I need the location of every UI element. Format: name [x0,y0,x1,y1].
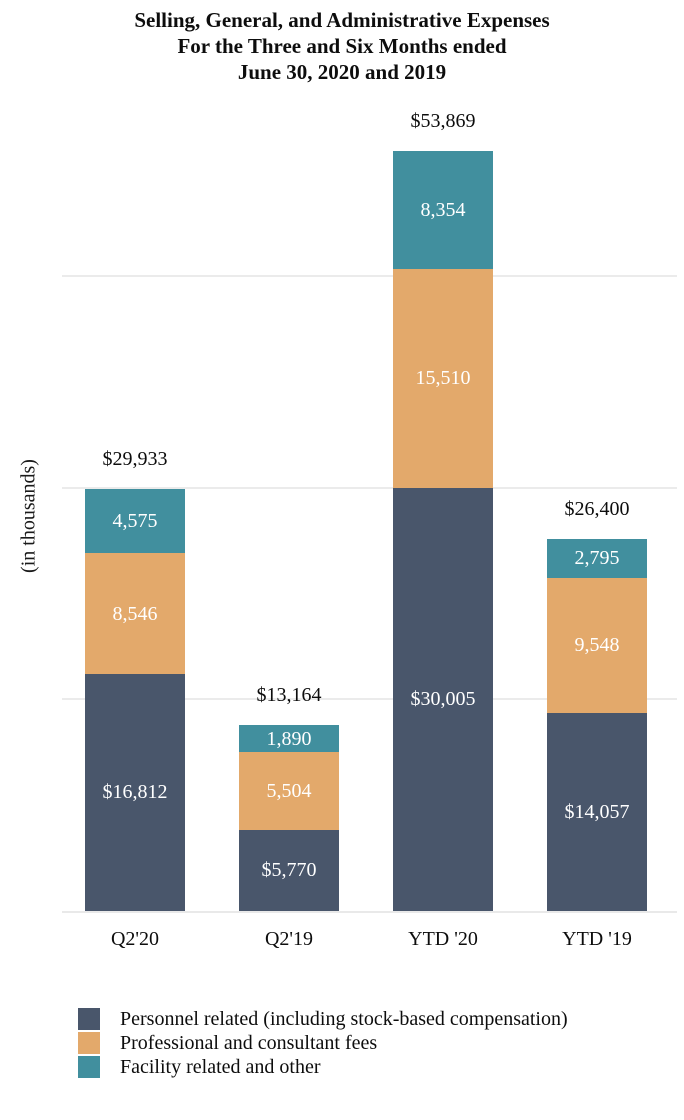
y-axis-label: (in thousands) [17,459,40,573]
q2-20-facility-value-label: 4,575 [112,510,158,533]
x-tick-label-q2-19: Q2'19 [264,928,314,950]
ytd-20-facility-value-label: 8,354 [420,199,466,222]
q2-19-facility-value-label: 1,890 [266,727,312,750]
q2-20-professional-value-label: 8,546 [112,602,158,625]
ytd-20-professional-segment: 15,510 [393,269,493,488]
q2-20-personnel-segment: $16,812 [85,673,185,911]
legend-item-professional: Professional and consultant fees [78,1031,568,1055]
gridline-45000 [62,275,677,278]
q2-20-facility-segment: 4,575 [85,488,185,554]
q2-19-personnel-segment: $5,770 [239,829,339,911]
q2-20-total-label: $29,933 [102,447,168,470]
ytd-19-total-label: $26,400 [564,497,630,520]
legend-swatch-facility [78,1056,100,1078]
legend-swatch-professional [78,1032,100,1054]
q2-20-personnel-value-label: $16,812 [102,781,168,804]
ytd-20-total-label: $53,869 [410,110,476,133]
q2-19-total-label: $13,164 [256,684,322,707]
ytd-20-professional-value-label: 15,510 [415,367,471,390]
q2-19-personnel-value-label: $5,770 [261,859,317,882]
chart-title-line-1: Selling, General, and Administrative Exp… [134,8,550,32]
legend-label-professional: Professional and consultant fees [120,1032,378,1054]
chart-title: Selling, General, and Administrative Exp… [0,7,684,85]
ytd-20-personnel-segment: $30,005 [393,487,493,911]
q2-19-professional-segment: 5,504 [239,752,339,830]
bar-ytd-20: $30,005 15,510 8,354 [393,151,493,911]
legend-item-personnel: Personnel related (including stock-based… [78,1007,568,1031]
ytd-19-professional-value-label: 9,548 [574,634,620,657]
ytd-19-facility-value-label: 2,795 [574,547,620,570]
q2-19-facility-segment: 1,890 [239,725,339,752]
bar-ytd-19: $14,057 9,548 2,795 [547,538,647,911]
ytd-19-facility-segment: 2,795 [547,538,647,579]
legend: Personnel related (including stock-based… [78,1007,568,1079]
q2-20-professional-segment: 8,546 [85,553,185,674]
ytd-19-professional-segment: 9,548 [547,578,647,713]
x-axis-line [62,911,677,913]
legend-label-facility: Facility related and other [120,1056,321,1078]
q2-19-professional-value-label: 5,504 [266,779,312,802]
ytd-19-personnel-segment: $14,057 [547,712,647,911]
ytd-19-personnel-value-label: $14,057 [564,800,630,823]
legend-label-personnel: Personnel related (including stock-based… [120,1008,568,1030]
chart-title-line-3: June 30, 2020 and 2019 [237,60,447,84]
plot-area: $16,812 8,546 4,575 $29,933 Q2'20 $5,770 5,504… [62,100,677,950]
x-tick-label-ytd-19: YTD '19 [562,928,632,950]
x-tick-label-ytd-20: YTD '20 [408,928,478,950]
x-tick-label-q2-20: Q2'20 [110,928,160,950]
chart-title-line-2: For the Three and Six Months ended [177,34,507,58]
gridline-15000 [62,698,677,701]
gridline-30000 [62,486,677,489]
ytd-20-facility-segment: 8,354 [393,151,493,270]
bar-q2-20: $16,812 8,546 4,575 [85,488,185,911]
legend-item-facility: Facility related and other [78,1055,568,1079]
legend-swatch-personnel [78,1008,100,1030]
ytd-20-personnel-value-label: $30,005 [410,688,476,711]
bar-q2-19: $5,770 5,504 1,890 [239,725,339,911]
